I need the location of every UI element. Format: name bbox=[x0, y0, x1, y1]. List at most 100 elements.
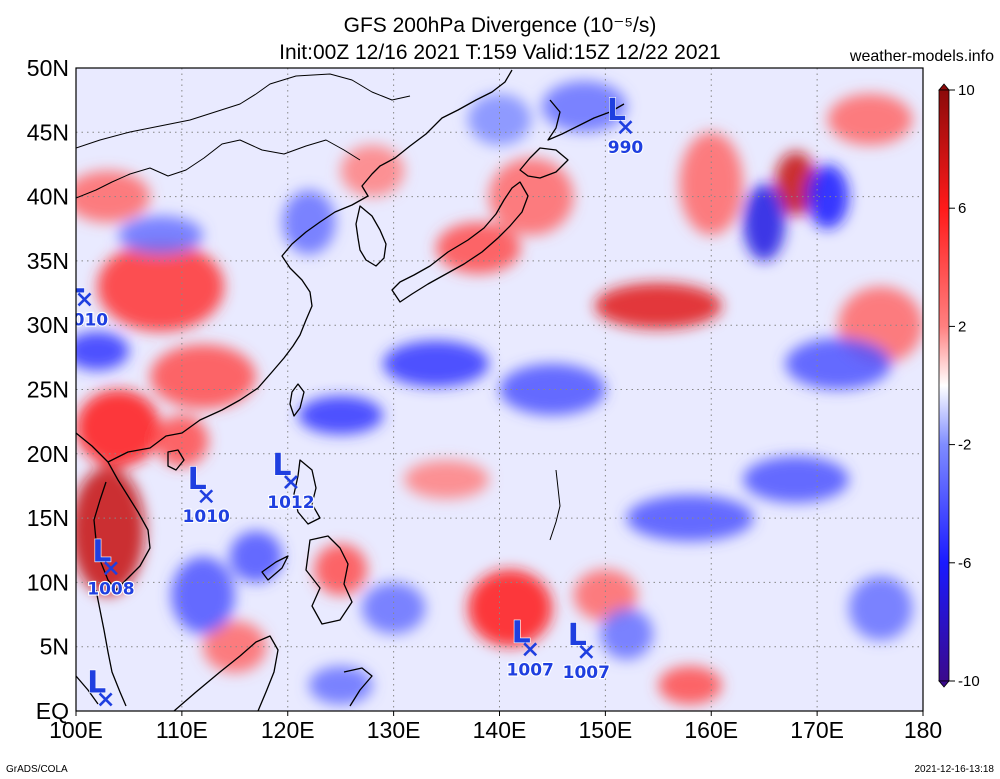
coastlines bbox=[76, 69, 625, 711]
low-center-x bbox=[77, 292, 92, 307]
divergence-cell bbox=[229, 530, 283, 583]
colorbar-tick-label: -6 bbox=[958, 555, 971, 572]
lon-tick-label: 170E bbox=[790, 717, 844, 743]
divergence-cell bbox=[774, 151, 818, 216]
pressure-low-marker: L 990 bbox=[606, 93, 644, 160]
lat-tick-label: 45N bbox=[27, 119, 69, 145]
low-center-x bbox=[284, 475, 298, 490]
lon-tick-label: 150E bbox=[579, 717, 633, 743]
divergence-cell bbox=[743, 183, 786, 261]
sakhalin-kuril-coast bbox=[547, 99, 625, 141]
lat-tick-label: 10N bbox=[27, 569, 69, 595]
low-symbol: L bbox=[607, 93, 626, 128]
china-inland-border bbox=[76, 73, 411, 199]
lat-tick-label: 40N bbox=[27, 184, 69, 210]
divergence-cell bbox=[203, 620, 267, 673]
borneo-coast bbox=[173, 635, 279, 711]
divergence-cell bbox=[626, 494, 754, 542]
pressure-low-marker: L 1007 bbox=[562, 617, 612, 684]
divergence-cell bbox=[383, 340, 489, 387]
lon-tick-label: 140E bbox=[473, 717, 527, 743]
divergence-cell bbox=[600, 608, 654, 660]
low-symbol: L bbox=[87, 665, 106, 700]
colorbar-bottom-triangle bbox=[938, 680, 950, 688]
japan-hokkaido-coast bbox=[519, 147, 569, 179]
latitude-labels: EQ 5N 10N 15N 20N 25N 30N 35N 40N 45N 50N bbox=[27, 55, 69, 724]
korea-coast bbox=[355, 205, 387, 267]
colorbar-tick-label: 6 bbox=[958, 200, 966, 217]
low-symbol: L bbox=[188, 462, 207, 497]
colorbar-tick-label: 2 bbox=[958, 318, 966, 335]
divergence-cell bbox=[97, 241, 225, 332]
divergence-cell bbox=[282, 190, 336, 255]
pressure-low-marker: L 1008 bbox=[86, 534, 136, 601]
low-symbol: L bbox=[66, 265, 85, 300]
lat-tick-label: 35N bbox=[27, 248, 69, 274]
sumatra-coast bbox=[76, 675, 99, 705]
pressure-low-marker: L 1010 bbox=[61, 265, 109, 332]
divergence-cell bbox=[785, 338, 892, 390]
divergence-cell bbox=[743, 456, 849, 503]
divergence-cell bbox=[340, 145, 405, 197]
colorbar-tick-label: -2 bbox=[958, 437, 971, 454]
divergence-cell bbox=[150, 344, 256, 409]
low-pressure-value: 990 bbox=[608, 138, 644, 158]
grid-lines bbox=[76, 68, 923, 711]
divergence-cell bbox=[435, 222, 521, 274]
divergence-cell bbox=[118, 215, 204, 255]
lon-tick-label: 180 bbox=[904, 717, 942, 743]
divergence-cell bbox=[467, 569, 553, 647]
low-symbol: L bbox=[568, 618, 587, 653]
lon-tick-label: 120E bbox=[261, 717, 315, 743]
divergence-cell bbox=[827, 93, 913, 146]
colorbar-tick-label: 10 bbox=[958, 82, 975, 99]
lat-tick-label: 30N bbox=[27, 312, 69, 338]
site-label: weather-models.info bbox=[849, 48, 994, 65]
japan-kyushu-honshu-coast bbox=[391, 181, 529, 303]
colorbar-tick-label: -10 bbox=[958, 673, 980, 690]
low-pressure-value: 1007 bbox=[563, 663, 610, 683]
guam-marianas bbox=[549, 469, 561, 541]
luzon-coast bbox=[293, 459, 321, 525]
divergence-cell bbox=[806, 164, 849, 229]
divergence-cell bbox=[76, 389, 161, 467]
low-pressure-value: 1007 bbox=[507, 660, 554, 680]
lat-tick-label: 50N bbox=[27, 55, 69, 81]
hainan-coast bbox=[167, 449, 185, 471]
taiwan-coast bbox=[289, 383, 305, 417]
visayas-mindanao-coast bbox=[305, 535, 353, 625]
colorbar-top-triangle bbox=[938, 83, 950, 91]
pressure-low-marker: L 1007 bbox=[505, 615, 555, 682]
pressure-low-marker: L 1010 bbox=[181, 462, 231, 529]
low-pressure-value: 1008 bbox=[87, 579, 134, 599]
low-symbol: L bbox=[512, 615, 531, 650]
low-center-x bbox=[98, 692, 113, 707]
lat-tick-label: 5N bbox=[40, 634, 69, 660]
colorbar-gradient bbox=[938, 89, 950, 682]
malay-peninsula-coast bbox=[95, 589, 127, 707]
divergence-cell bbox=[658, 665, 722, 705]
lon-tick-label: 130E bbox=[367, 717, 421, 743]
indochina-coast bbox=[93, 461, 151, 591]
divergence-cell bbox=[404, 460, 489, 499]
low-center-x bbox=[618, 120, 633, 135]
footer-grads: GrADS/COLA bbox=[6, 764, 68, 775]
palawan-coast bbox=[261, 555, 289, 581]
divergence-cell bbox=[594, 282, 722, 330]
lat-tick-label: EQ bbox=[36, 698, 69, 724]
lon-tick-label: 110E bbox=[156, 717, 208, 743]
low-symbol: L bbox=[92, 534, 111, 569]
low-pressure-value: 1010 bbox=[61, 310, 108, 330]
divergence-cell bbox=[499, 363, 606, 416]
low-center-x bbox=[104, 561, 118, 576]
asia-mainland-coast bbox=[76, 69, 513, 463]
lon-tick-label: 160E bbox=[684, 717, 738, 743]
pressure-low-marker: L 1012 bbox=[266, 447, 316, 514]
footer-timestamp: 2021-12-16-13:18 bbox=[914, 764, 994, 775]
sulawesi-coast bbox=[343, 667, 373, 707]
divergence-cell bbox=[488, 158, 574, 236]
low-center-x bbox=[579, 644, 594, 659]
